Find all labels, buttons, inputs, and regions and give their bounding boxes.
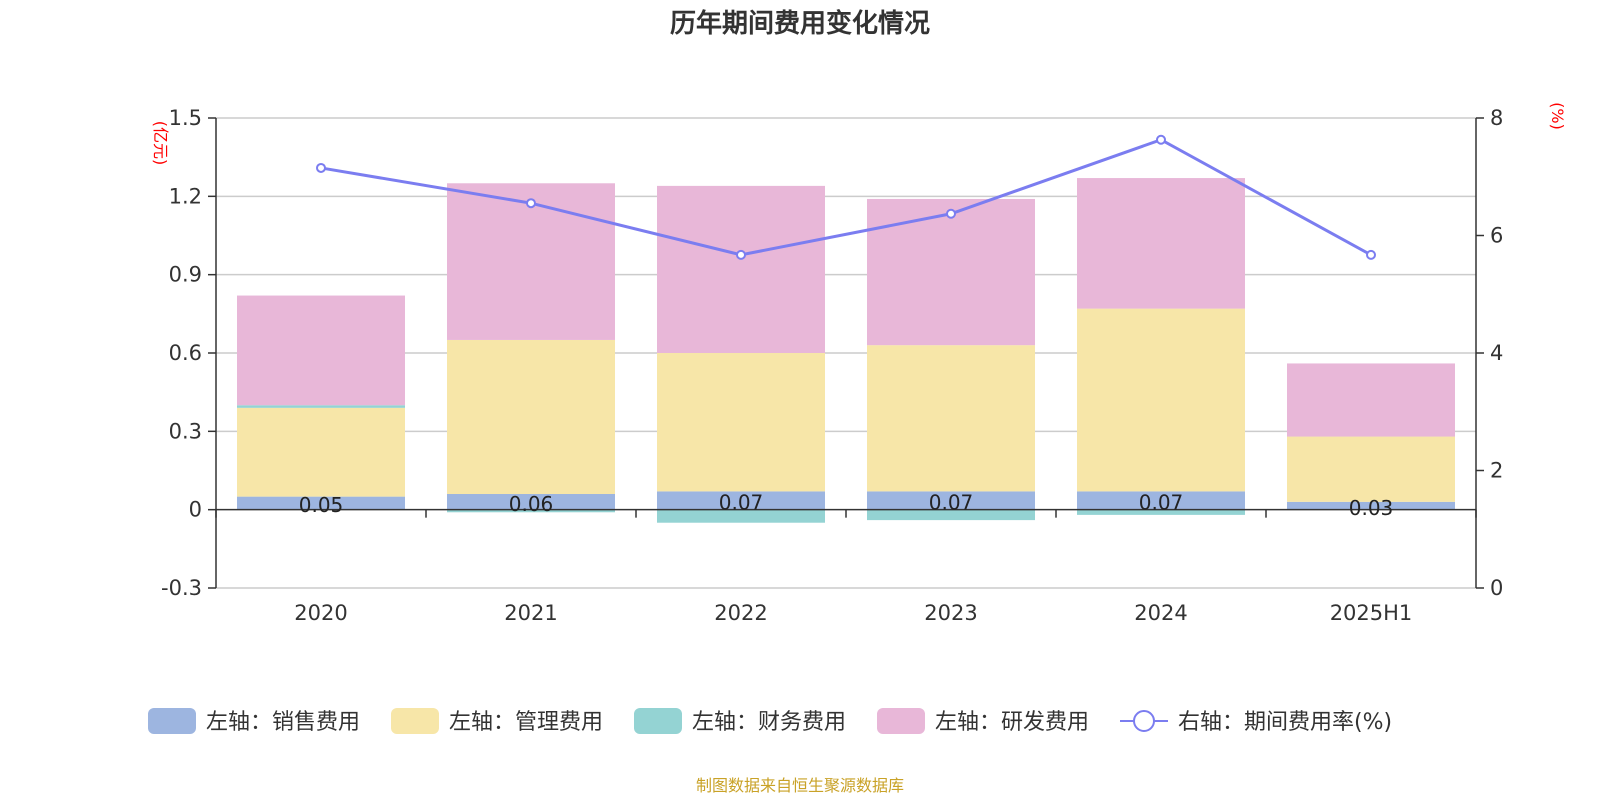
bar-segment bbox=[1287, 436, 1455, 502]
bar-segment bbox=[237, 295, 405, 406]
legend-label: 左轴：研发费用 bbox=[935, 710, 1089, 735]
bar-segment bbox=[447, 494, 615, 510]
bar-segment bbox=[657, 185, 825, 353]
legend-swatch bbox=[148, 708, 196, 734]
line-point bbox=[526, 198, 536, 209]
legend-item: 左轴：管理费用 bbox=[391, 708, 603, 735]
bar-segment bbox=[657, 509, 825, 523]
bar-segment bbox=[657, 353, 825, 492]
right-axis-unit: (%) bbox=[1548, 102, 1567, 130]
legend-swatch bbox=[877, 708, 925, 734]
bar-segment bbox=[657, 491, 825, 510]
bar-segment bbox=[1287, 363, 1455, 437]
left-axis-unit: (亿元) bbox=[151, 121, 170, 166]
data-label: 0.06 bbox=[509, 492, 554, 516]
legend-label: 左轴：财务费用 bbox=[692, 710, 846, 735]
right-tick-label: 2 bbox=[1490, 459, 1503, 483]
line-point bbox=[736, 249, 746, 260]
data-label: 0.05 bbox=[299, 493, 344, 517]
legend-swatch bbox=[634, 708, 682, 734]
legend-item: 左轴：财务费用 bbox=[634, 708, 846, 735]
bar-segment bbox=[867, 491, 1035, 510]
data-label: 0.03 bbox=[1349, 496, 1394, 520]
legend-label: 右轴：期间费用率(%) bbox=[1178, 710, 1392, 735]
legend-item: 左轴：销售费用 bbox=[148, 708, 360, 735]
bar-segment bbox=[237, 496, 405, 510]
line-series bbox=[316, 134, 1376, 260]
grid-lines bbox=[216, 117, 1476, 589]
bar-segment bbox=[867, 345, 1035, 492]
left-tick-label: -0.3 bbox=[161, 576, 202, 600]
source-note: 制图数据来自恒生聚源数据库 bbox=[696, 776, 904, 795]
data-label: 0.07 bbox=[719, 491, 764, 515]
legend: 左轴：销售费用 左轴：管理费用 左轴：财务费用 左轴：研发费用 右轴：期间费用率(%) bbox=[148, 708, 1392, 735]
x-tick-label: 2025H1 bbox=[1330, 601, 1413, 625]
x-tick-label: 2020 bbox=[294, 601, 347, 625]
bar-segment bbox=[867, 198, 1035, 346]
left-tick-label: 0.9 bbox=[169, 263, 202, 287]
right-tick-label: 8 bbox=[1490, 106, 1503, 130]
legend-label: 左轴：销售费用 bbox=[206, 710, 360, 735]
x-tick-label: 2022 bbox=[714, 601, 767, 625]
line-point bbox=[1366, 249, 1376, 260]
bar-segment bbox=[447, 339, 615, 494]
bar-segment bbox=[1287, 501, 1455, 510]
line-point bbox=[1156, 134, 1166, 145]
data-labels: 0.05 0.06 0.07 0.07 0.07 0.03 bbox=[299, 491, 1394, 520]
bar-segment bbox=[867, 509, 1035, 521]
chart-title: 历年期间费用变化情况 bbox=[670, 8, 930, 39]
bar-segment bbox=[237, 407, 405, 497]
bar-segment bbox=[447, 509, 615, 513]
left-tick-label: 0.3 bbox=[169, 419, 202, 443]
bar-segment bbox=[1077, 491, 1245, 510]
line-point bbox=[946, 208, 956, 219]
legend-swatch bbox=[391, 708, 439, 734]
right-tick-label: 6 bbox=[1490, 224, 1503, 248]
legend-marker-icon bbox=[1133, 710, 1155, 732]
line-point bbox=[316, 162, 326, 173]
left-tick-label: 0.6 bbox=[169, 341, 202, 365]
legend-item: 右轴：期间费用率(%) bbox=[1120, 710, 1392, 735]
data-label: 0.07 bbox=[1139, 491, 1184, 515]
left-tick-label: 0 bbox=[189, 498, 202, 522]
right-tick-label: 0 bbox=[1490, 576, 1503, 600]
bar-segment bbox=[1077, 178, 1245, 309]
bar-segment bbox=[237, 405, 405, 408]
x-tick-label: 2021 bbox=[504, 601, 557, 625]
legend-label: 左轴：管理费用 bbox=[449, 710, 603, 735]
left-tick-label: 1.2 bbox=[169, 184, 202, 208]
x-tick-label: 2024 bbox=[1134, 601, 1187, 625]
bar-segment bbox=[1077, 509, 1245, 515]
line-path bbox=[320, 138, 1372, 257]
bar-series bbox=[237, 178, 1455, 523]
bar-segment bbox=[447, 183, 615, 340]
x-tick-label: 2023 bbox=[924, 601, 977, 625]
right-tick-label: 4 bbox=[1490, 341, 1503, 365]
legend-item: 左轴：研发费用 bbox=[877, 708, 1089, 735]
bar-segment bbox=[1077, 308, 1245, 492]
left-tick-label: 1.5 bbox=[169, 106, 202, 130]
data-label: 0.07 bbox=[929, 491, 974, 515]
